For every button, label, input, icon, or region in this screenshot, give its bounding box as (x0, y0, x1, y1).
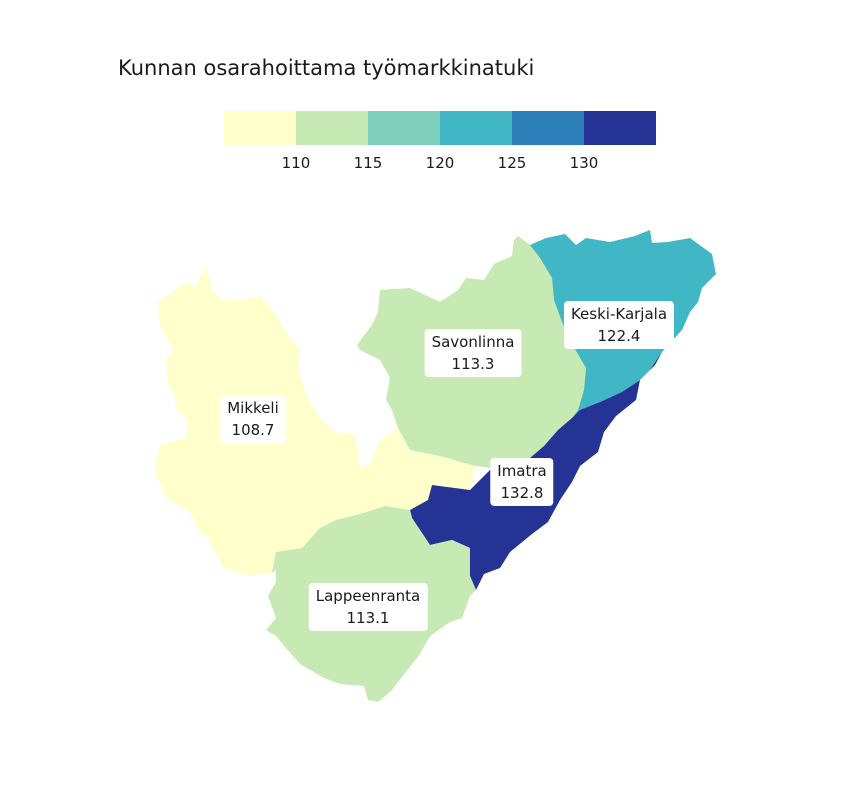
label-mikkeli: Mikkeli 108.7 (220, 395, 286, 443)
map-title: Kunnan osarahoittama työmarkkinatuki (118, 56, 535, 80)
legend-tick-125: 125 (497, 154, 527, 172)
label-keski-karjala-value: 122.4 (597, 327, 641, 345)
legend-swatch-6 (584, 111, 656, 145)
label-lappeenranta-value: 113.1 (346, 609, 390, 627)
legend-swatch-4 (440, 111, 512, 145)
label-imatra-name: Imatra (497, 462, 547, 480)
legend-tick-115: 115 (353, 154, 383, 172)
label-mikkeli-value: 108.7 (231, 421, 275, 439)
legend-swatch-3 (368, 111, 440, 145)
legend-tick-110: 110 (281, 154, 311, 172)
label-savonlinna: Savonlinna 113.3 (424, 329, 522, 377)
legend-swatch-1 (224, 111, 296, 145)
label-imatra: Imatra 132.8 (490, 458, 554, 506)
color-legend (224, 111, 656, 145)
label-keski-karjala: Keski-Karjala 122.4 (563, 301, 675, 349)
legend-tick-130: 130 (569, 154, 599, 172)
legend-swatch-5 (512, 111, 584, 145)
legend-swatch-2 (296, 111, 368, 145)
label-keski-karjala-name: Keski-Karjala (570, 305, 668, 323)
legend-tick-120: 120 (425, 154, 455, 172)
label-lappeenranta: Lappeenranta 113.1 (308, 583, 428, 631)
label-savonlinna-name: Savonlinna (431, 333, 515, 351)
region-mikkeli[interactable] (154, 268, 475, 576)
label-lappeenranta-name: Lappeenranta (315, 587, 421, 605)
label-imatra-value: 132.8 (500, 484, 544, 502)
label-savonlinna-value: 113.3 (451, 355, 495, 373)
label-mikkeli-name: Mikkeli (227, 399, 279, 417)
